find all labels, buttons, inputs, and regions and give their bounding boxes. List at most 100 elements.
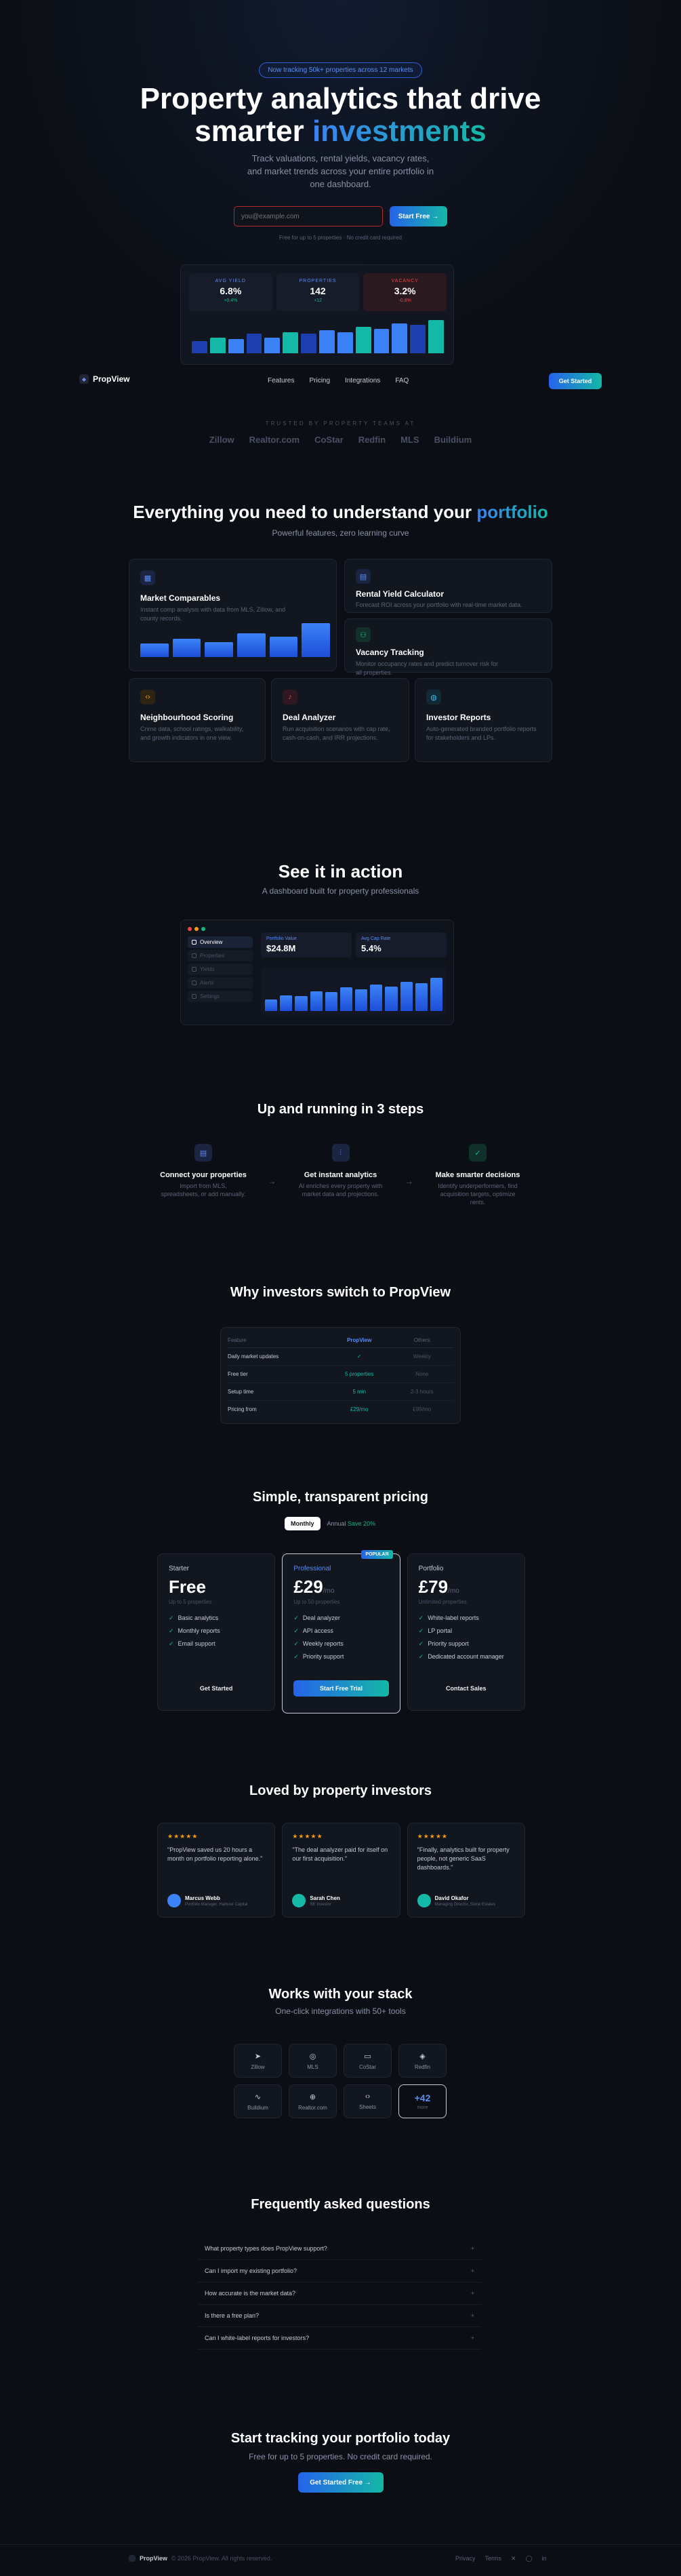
faq-item[interactable]: What property types does PropView suppor… — [198, 2238, 481, 2260]
plan-feature: ✓ Monthly reports — [169, 1627, 220, 1634]
feature-card-deal-analyzer[interactable]: ♪ Deal Analyzer Run acquisition scenario… — [271, 678, 409, 762]
email-input[interactable] — [234, 206, 383, 226]
demo-bar — [385, 987, 398, 1011]
check-icon: ✓ — [169, 1614, 174, 1621]
plan-feature: ✓ Basic analytics — [169, 1614, 219, 1621]
plus-icon: + — [470, 2312, 474, 2319]
chart-icon: ⫶ — [331, 1144, 350, 1162]
window-controls — [188, 927, 205, 931]
faq-item[interactable]: Is there a free plan? + — [198, 2305, 481, 2327]
plus-icon: + — [470, 2290, 474, 2297]
comparables-bar — [302, 623, 331, 657]
demo-bar — [310, 991, 323, 1011]
stat-delta: +0.4% — [224, 298, 238, 303]
github-icon[interactable]: ◯ — [525, 2555, 533, 2562]
integration-mls[interactable]: ◎ MLS — [289, 2044, 337, 2078]
pricing-section: Simple, transparent pricing Monthly Annu… — [0, 1490, 681, 1720]
integration-costar[interactable]: ▭ CoStar — [344, 2044, 392, 2078]
footer-logo[interactable]: PropView — [140, 2555, 167, 2562]
comparables-bar — [140, 643, 169, 657]
step-item: ✓ Make smarter decisions Identify underper… — [427, 1144, 529, 1206]
plan-cta-button[interactable]: Get Started — [199, 1685, 233, 1692]
plan-cta-button[interactable]: Contact Sales — [446, 1685, 487, 1692]
plan-feature: ✓ Dedicated account manager — [418, 1653, 504, 1660]
pricing-title: Simple, transparent pricing — [253, 1490, 428, 1505]
stat-delta: +12 — [314, 298, 322, 303]
comparables-bar — [269, 637, 298, 657]
dashboard-preview: AVG YIELD 6.8% +0.4% PROPERTIES 142 +12 VACANC… — [180, 264, 454, 365]
demo-menu-item[interactable]: Properties — [188, 950, 253, 962]
integration-sheets[interactable]: ‹› Sheets — [344, 2084, 392, 2118]
feature-card-investor-reports[interactable]: ◍ Investor Reports Auto-generated brande… — [415, 678, 552, 762]
demo-menu-item[interactable]: Overview — [188, 936, 253, 948]
demo-menu-item[interactable]: Yields — [188, 964, 253, 975]
preview-chart — [192, 318, 445, 353]
feature-card-rental-yield[interactable]: ▤ Rental Yield Calculator Forecast ROI a… — [344, 559, 552, 613]
testimonials-title: Loved by property investors — [249, 1783, 432, 1798]
preview-bar — [428, 319, 445, 353]
hero-section: Now tracking 50k+ properties across 12 m… — [0, 0, 681, 366]
nav-link-pricing[interactable]: Pricing — [309, 377, 331, 384]
preview-bar — [410, 325, 426, 353]
feature-card-vacancy-tracking[interactable]: ⚇ Vacancy Tracking Monitor occupancy rat… — [344, 618, 552, 676]
feature-card-neighbourhood-scoring[interactable]: ‹› Neighbourhood Scoring Crime data, sch… — [129, 678, 266, 762]
comparison-title: Why investors switch to PropView — [230, 1285, 451, 1300]
stat-delta: -0.8% — [398, 298, 411, 303]
demo-menu-item[interactable]: Alerts — [188, 977, 253, 989]
preview-bar — [337, 332, 353, 353]
nav-link-integrations[interactable]: Integrations — [345, 377, 381, 384]
faq-item[interactable]: How accurate is the market data? + — [198, 2282, 481, 2305]
integration-realtor-com[interactable]: ⊕ Realtor.com — [289, 2084, 337, 2118]
twitter-icon[interactable]: ✕ — [511, 2555, 516, 2562]
menu-item-icon — [192, 980, 197, 985]
hero-title-accent: investments — [312, 115, 487, 148]
check-circle-icon: ✓ — [469, 1144, 487, 1162]
feature-card-market-comparables[interactable]: ▦ Market Comparables Instant comp analys… — [129, 559, 337, 671]
comparison-section: Why investors switch to PropView Feature… — [0, 1285, 681, 1424]
nav-link-faq[interactable]: FAQ — [395, 377, 409, 384]
faq-item[interactable]: Can I white-label reports for investors?… — [198, 2327, 481, 2350]
trusted-label: TRUSTED BY PROPERTY TEAMS AT — [265, 420, 416, 427]
start-free-button[interactable]: Start Free → — [390, 206, 447, 226]
final-cta-section: Start tracking your portfolio today Free… — [0, 2431, 681, 2512]
integration-icon: ▭ — [364, 2052, 371, 2061]
integration-redfin[interactable]: ◈ Redfin — [398, 2044, 447, 2078]
copyright: © 2026 PropView. All rights reserved. — [171, 2555, 272, 2562]
faq-item[interactable]: Can I import my existing portfolio? + — [198, 2260, 481, 2282]
plan-feature: ✓ Deal analyzer — [293, 1614, 340, 1621]
linkedin-icon[interactable]: in — [541, 2555, 547, 2562]
logo-icon: ◆ — [79, 374, 89, 384]
preview-bar — [209, 337, 226, 353]
demo-title: See it in action — [278, 861, 403, 881]
features-subtitle: Powerful features, zero learning curve — [272, 528, 409, 538]
check-icon: ✓ — [293, 1614, 299, 1621]
menu-item-icon — [192, 994, 197, 999]
plus-icon: + — [470, 2335, 474, 2341]
menu-item-icon — [192, 967, 197, 972]
privacy-link[interactable]: Privacy — [455, 2555, 476, 2562]
trusted-logo: Realtor.com — [249, 435, 300, 445]
demo-bar — [339, 987, 353, 1011]
annual-toggle[interactable]: Annual Save 20% — [327, 1520, 376, 1527]
demo-bar — [325, 992, 337, 1011]
terms-link[interactable]: Terms — [484, 2555, 502, 2562]
get-started-button[interactable]: Get Started — [549, 373, 602, 389]
integration-buildium[interactable]: ∿ Buildium — [234, 2084, 282, 2118]
step-item: ▤ Connect your properties Import from MLS,… — [152, 1144, 254, 1206]
preview-bar — [228, 339, 244, 353]
bell-icon: ♪ — [283, 690, 297, 705]
integration-more[interactable]: +42 more — [398, 2084, 447, 2118]
menu-item-icon — [192, 940, 197, 945]
footer: PropView © 2026 PropView. All rights res… — [0, 2544, 681, 2571]
monthly-toggle[interactable]: Monthly — [285, 1517, 321, 1530]
nav-link-features[interactable]: Features — [268, 377, 295, 384]
plan-cta-button[interactable]: Start Free Trial — [293, 1680, 389, 1697]
demo-menu-item[interactable]: Settings — [188, 991, 253, 1002]
integration-zillow[interactable]: ➤ Zillow — [234, 2044, 282, 2078]
plan-feature: ✓ API access — [293, 1627, 333, 1634]
logo[interactable]: ◆ PropView — [79, 374, 129, 384]
stat-label: AVG YIELD — [215, 279, 246, 283]
get-started-free-button[interactable]: Get Started Free → — [297, 2472, 384, 2493]
trusted-logo: CoStar — [314, 435, 344, 445]
check-icon: ✓ — [418, 1653, 424, 1660]
